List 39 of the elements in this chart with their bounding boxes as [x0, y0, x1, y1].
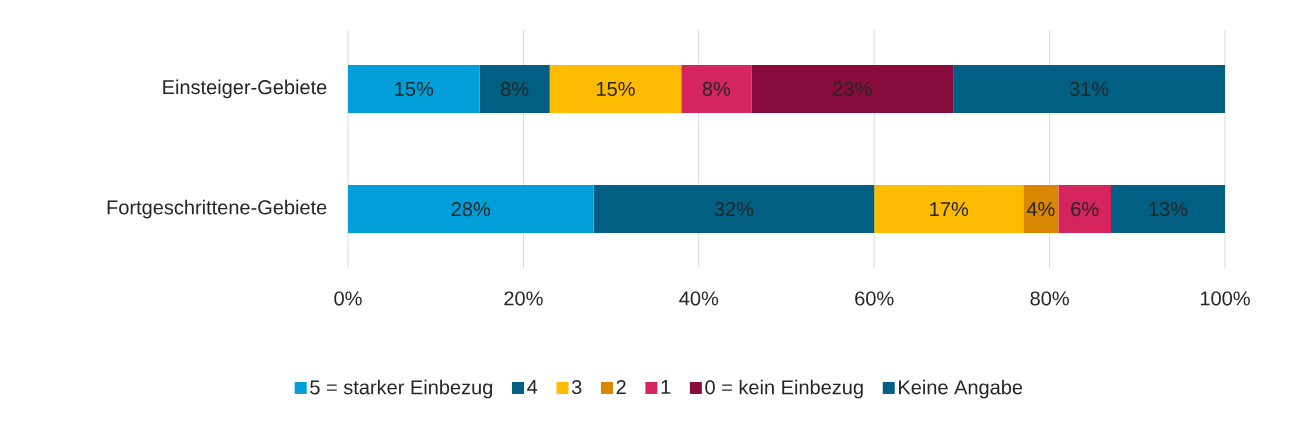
bar [953, 64, 1226, 113]
data-label: 8% [501, 81, 529, 96]
bar [751, 64, 954, 113]
bar [1023, 185, 1059, 234]
legend-label: 2 [616, 379, 626, 394]
bar [1058, 185, 1111, 234]
bar [348, 185, 594, 234]
data-label: 15% [395, 81, 434, 96]
data-label: 4% [1026, 202, 1055, 217]
data-label: 6% [1071, 202, 1099, 217]
legend-label: 1 [661, 380, 671, 394]
bar [1111, 185, 1226, 234]
x-tick-label: 0% [334, 291, 362, 306]
legend-label: 5 = starker Einbezug [310, 379, 493, 399]
x-tick-label: 80% [1030, 291, 1069, 306]
data-label: 32% [714, 202, 754, 217]
bar [681, 64, 752, 113]
x-tick-label: 100% [1200, 291, 1250, 306]
data-label: 28% [451, 202, 491, 217]
data-label: 23% [833, 81, 872, 96]
x-tick-label: 20% [504, 291, 543, 306]
x-tick-label: 40% [679, 291, 719, 306]
data-label: 8% [702, 81, 731, 96]
x-tick-label: 60% [855, 291, 894, 306]
bar [593, 185, 875, 234]
data-label: 17% [930, 202, 969, 217]
data-label: 15% [597, 81, 635, 96]
legend-label: Keine Angabe [899, 379, 1023, 399]
legend-label: 3 [571, 379, 582, 395]
bar [348, 64, 480, 113]
legend-label: 0 = kein Einbezug [705, 379, 863, 399]
bar [874, 185, 1024, 234]
y-tick-label: Einsteiger-Gebiete [163, 79, 327, 99]
data-label: 31% [1069, 81, 1109, 96]
bar [549, 64, 682, 113]
bar [479, 64, 550, 113]
data-label: 13% [1149, 202, 1188, 217]
legend-label: 4 [527, 380, 538, 394]
y-tick-label: Fortgeschrittene-Gebiete [107, 199, 327, 219]
